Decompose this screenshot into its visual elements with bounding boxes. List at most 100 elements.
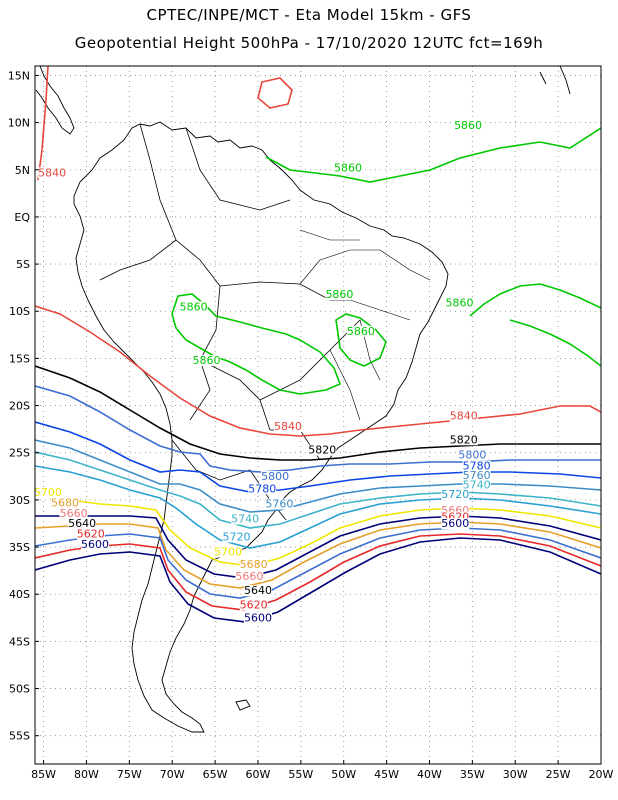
contour-label-5780: 5780 — [248, 482, 276, 495]
contour-label-5860: 5860 — [446, 297, 474, 310]
contour-label-bg — [81, 538, 110, 550]
contour-label-5860: 5860 — [325, 288, 353, 301]
caribbean-islands — [539, 66, 571, 95]
x-tick-label: 50W — [331, 768, 356, 781]
contour-label-bg — [441, 518, 470, 530]
contour-label-5600: 5600 — [244, 612, 272, 625]
x-tick-label: 80W — [74, 768, 99, 781]
contour-label-5840: 5840 — [274, 420, 302, 433]
contour-label-bg — [325, 289, 354, 301]
contour-label-5640: 5640 — [244, 584, 272, 597]
contour-5600 — [35, 537, 601, 623]
y-tick-label: 15N — [8, 69, 30, 82]
contour-label-5780: 5780 — [463, 460, 491, 473]
country-borders — [99, 123, 361, 521]
contour-label-bg — [346, 325, 375, 337]
contour-5820 — [35, 365, 601, 461]
contour-5620 — [35, 533, 601, 611]
contour-label-5660: 5660 — [60, 507, 88, 520]
contour-label-bg — [192, 355, 221, 367]
contour-label-bg — [273, 421, 302, 433]
contour-label-bg — [179, 301, 208, 313]
contour-label-5860: 5860 — [454, 119, 482, 132]
contour-label-5740: 5740 — [463, 479, 491, 492]
contour-label-5680: 5680 — [51, 496, 79, 509]
contour-label-bg — [248, 483, 277, 495]
contour-5860-right — [509, 319, 601, 367]
contour-label-bg — [462, 460, 491, 472]
contour-label-bg — [243, 612, 272, 624]
contour-label-bg — [261, 471, 290, 483]
contour-label-5680: 5680 — [240, 558, 268, 571]
contour-label-bg — [213, 546, 242, 558]
x-tick-label: 75W — [117, 768, 142, 781]
y-tick-label: 30S — [9, 494, 30, 507]
contour-label-5600: 5600 — [441, 517, 469, 530]
contour-label-bg — [462, 479, 491, 491]
contour-label-5820: 5820 — [450, 433, 478, 446]
coastlines-borders — [35, 66, 571, 733]
x-tick-label: 30W — [503, 768, 528, 781]
y-tick-label: 35S — [9, 541, 30, 554]
contour-label-5660: 5660 — [235, 570, 263, 583]
contour-label-bg — [462, 470, 491, 482]
contour-label-5620: 5620 — [240, 598, 268, 611]
axes: 85W 80W 75W 70W 65W 60W 55W 50W 45W 40W 35W 30W 25W 2… — [8, 69, 614, 781]
contour-label-5760: 5760 — [265, 497, 293, 510]
contour-5720 — [35, 465, 601, 549]
contour-5860-north — [265, 127, 601, 183]
contour-5860-west-loop — [171, 293, 342, 395]
contour-label-5840: 5840 — [38, 166, 66, 179]
contour-label-5800: 5800 — [261, 470, 289, 483]
falklands — [235, 699, 251, 711]
contour-label-5720: 5720 — [441, 488, 469, 501]
contour-label-bg — [458, 449, 487, 461]
x-tick-label: 25W — [546, 768, 571, 781]
y-tick-label: 25S — [9, 447, 30, 460]
contour-label-bg — [308, 444, 337, 456]
contour-label-bg — [441, 489, 470, 501]
y-tick-label: 10N — [8, 117, 30, 130]
contour-label-5860: 5860 — [334, 162, 362, 175]
contour-label-5760: 5760 — [463, 469, 491, 482]
contour-label-bg — [334, 162, 363, 174]
contour-label-5860: 5860 — [193, 354, 221, 367]
contour-5860-east-2 — [335, 313, 387, 367]
contour-label-5840: 5840 — [450, 410, 478, 423]
map-frame — [34, 65, 602, 765]
contour-label-5600: 5600 — [81, 538, 109, 551]
y-tick-label: EQ — [14, 211, 30, 224]
y-tick-label: 5N — [15, 164, 30, 177]
contour-label-bg — [441, 511, 470, 523]
y-tick-label: 15S — [9, 352, 30, 365]
y-tick-label: 20S — [9, 400, 30, 413]
title-line-1: CPTEC/INPE/MCT - Eta Model 15km - GFS — [146, 6, 472, 24]
contour-label-bg — [449, 434, 478, 446]
contour-label-bg — [449, 410, 478, 422]
x-tick-label: 20W — [589, 768, 614, 781]
y-tick-label: 50S — [9, 683, 30, 696]
contour-label-bg — [38, 167, 67, 179]
contour-label-5800: 5800 — [458, 448, 486, 461]
x-tick-label: 65W — [203, 768, 228, 781]
contour-label-bg — [445, 297, 474, 309]
contour-label-bg — [51, 497, 80, 509]
state-borders — [299, 229, 431, 421]
contour-label-bg — [265, 498, 294, 510]
contour-label-5700: 5700 — [34, 486, 62, 499]
contour-label-bg — [222, 531, 251, 543]
contour-label-bg — [235, 571, 264, 583]
contour-5840-main — [35, 305, 601, 437]
contour-label-5620: 5620 — [77, 528, 105, 541]
contour-5680 — [35, 515, 601, 579]
y-tick-label: 55S — [9, 730, 30, 743]
contour-5860-east — [469, 283, 601, 317]
x-tick-label: 60W — [246, 768, 271, 781]
contour-labels: 5860 5860 5860 5860 5860 5860 5860 5840 5840 5840… — [33, 119, 491, 625]
y-tick-label: 40S — [9, 588, 30, 601]
contour-label-bg — [243, 585, 272, 597]
contour-label-bg — [239, 558, 268, 570]
x-tick-label: 85W — [31, 768, 56, 781]
y-tick-label: 45S — [9, 635, 30, 648]
